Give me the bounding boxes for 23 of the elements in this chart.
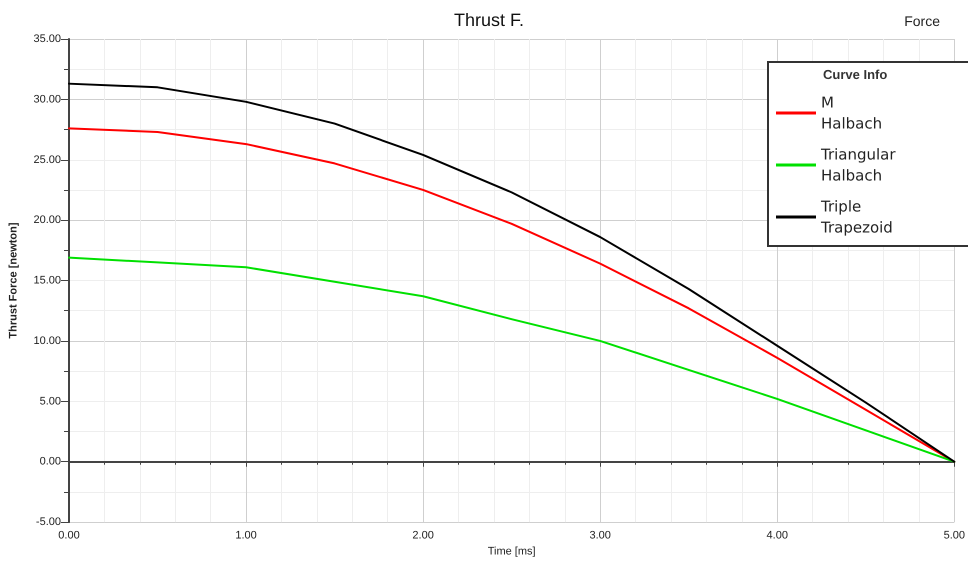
- x-tick-label: 3.00: [589, 530, 611, 542]
- legend-label: Triple Trapezoid: [820, 198, 893, 236]
- y-tick-label: 35.00: [33, 33, 61, 45]
- x-tick-label: 5.00: [944, 530, 966, 542]
- y-tick-label: 20.00: [33, 214, 61, 226]
- x-tick-label: 1.00: [235, 530, 257, 542]
- y-tick-label: 10.00: [33, 334, 61, 347]
- legend-label: M Halbach: [821, 94, 882, 132]
- x-tick-label: 4.00: [766, 530, 788, 542]
- legend-label: Triangular Halbach: [820, 146, 896, 184]
- chart-title: Thrust F.: [454, 10, 524, 30]
- y-tick-label: 5.00: [40, 395, 61, 408]
- y-tick-label: 30.00: [33, 93, 61, 106]
- x-tick-label: 0.00: [58, 530, 80, 542]
- text: Force: [904, 13, 940, 29]
- y-tick-label: 0.00: [40, 456, 61, 468]
- y-axis-title: Thrust Force [newton]: [8, 222, 20, 339]
- x-axis-title: Time [ms]: [488, 546, 536, 558]
- y-tick-label: 15.00: [33, 274, 61, 287]
- y-tick-label: 25.00: [33, 154, 61, 166]
- x-tick-label: 2.00: [412, 530, 434, 542]
- legend-title: Curve Info: [823, 67, 888, 82]
- y-tick-label: -5.00: [36, 516, 61, 528]
